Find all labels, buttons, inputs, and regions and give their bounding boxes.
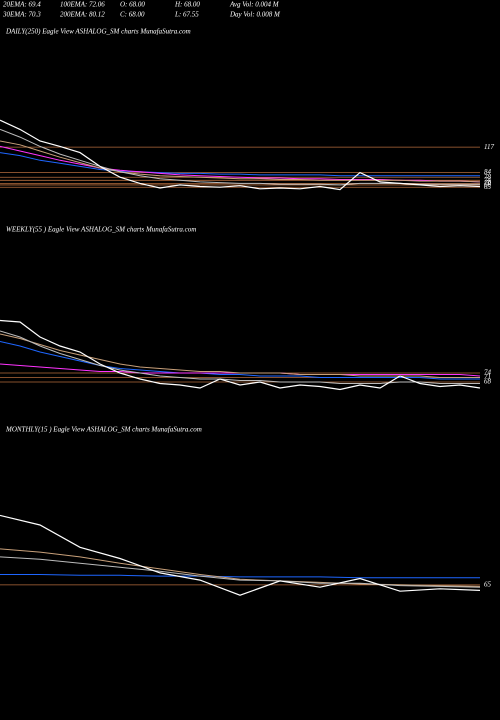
price-line <box>0 128 480 186</box>
level-label: 74 <box>484 369 492 377</box>
price-line <box>0 341 480 380</box>
header-stat: 20EMA: 69.4 <box>3 1 41 9</box>
level-label: 74 <box>484 176 492 184</box>
level-label: 78 <box>484 173 492 181</box>
price-line <box>0 119 481 191</box>
level-label: 70 <box>484 179 492 187</box>
header-stat: H: 68.00 <box>174 1 200 9</box>
header-stat: Day Vol: 0.008 M <box>229 11 281 19</box>
header-stat: C: 68.00 <box>120 11 145 19</box>
price-line <box>0 330 480 384</box>
price-line <box>0 556 481 588</box>
price-line <box>0 548 481 587</box>
price-line <box>0 333 480 378</box>
level-label: 71 <box>484 373 491 381</box>
header-stat: Avg Vol: 0.004 M <box>229 1 280 9</box>
level-label: 68 <box>484 378 492 386</box>
header-stat: O: 68.00 <box>120 1 145 9</box>
panel-title: WEEKLY(55 ) Eagle View ASHALOG_SM charts… <box>6 226 196 234</box>
header-stat: 30EMA: 70.3 <box>2 11 41 19</box>
header-stat: 200EMA: 80.12 <box>60 11 105 19</box>
price-line <box>0 145 481 183</box>
level-label: 68 <box>484 181 492 189</box>
header-stat: L: 67.55 <box>174 11 199 19</box>
price-line <box>0 319 481 391</box>
price-line <box>0 152 480 177</box>
price-line <box>0 140 481 183</box>
level-label: 84 <box>484 168 492 176</box>
level-label: 65 <box>484 580 492 588</box>
level-label: 65 <box>484 183 492 191</box>
panel-title: MONTHLY(15 ) Eagle View ASHALOG_SM chart… <box>5 426 202 434</box>
header-stat: 100EMA: 72.06 <box>60 1 105 9</box>
price-line <box>0 514 481 596</box>
panel-title: DAILY(250) Eagle View ASHALOG_SM charts … <box>5 28 191 36</box>
price-line <box>0 574 480 579</box>
level-label: 117 <box>484 143 494 151</box>
